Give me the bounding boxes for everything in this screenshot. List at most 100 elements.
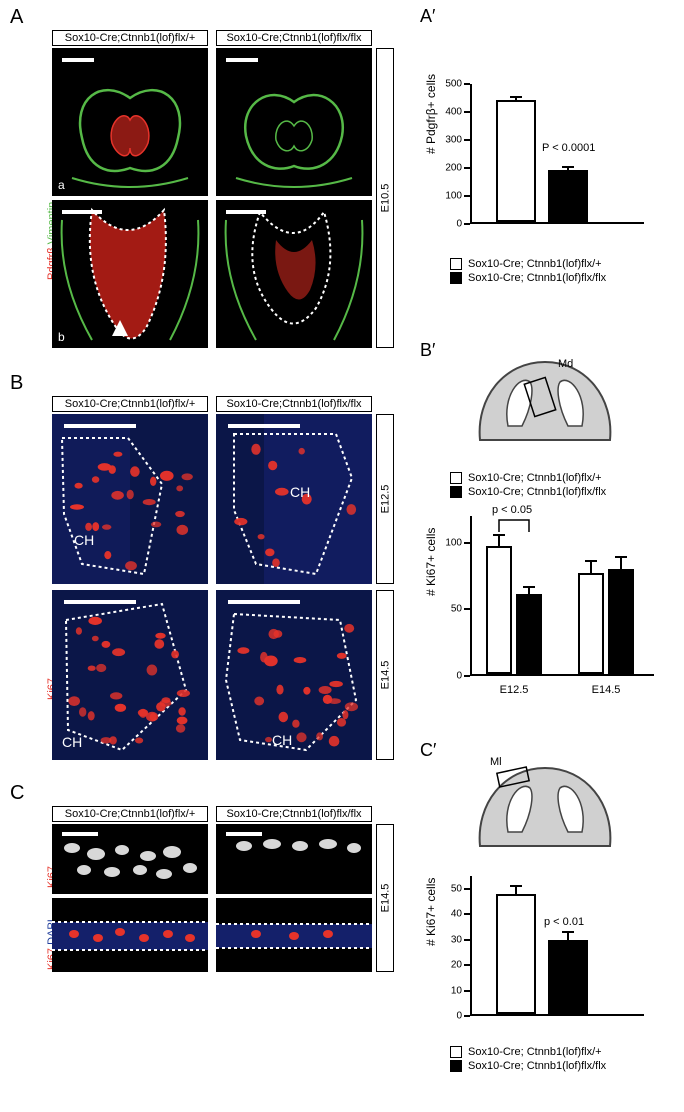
bar bbox=[496, 100, 536, 222]
tick bbox=[464, 111, 470, 113]
micro-B-br: CH bbox=[216, 590, 372, 760]
tick bbox=[464, 542, 470, 544]
header-A-right: Sox10-Cre;Ctnnb1(lof)flx/flx bbox=[216, 30, 372, 46]
micro-A-top-right bbox=[216, 48, 372, 196]
axis-x bbox=[470, 674, 654, 676]
legend-text: Sox10-Cre; Ctnnb1(lof)flx/+ bbox=[468, 258, 602, 270]
tick-label: 20 bbox=[430, 960, 462, 971]
swatch bbox=[450, 486, 462, 498]
label-B: B bbox=[10, 372, 23, 395]
label-Cprime: C′ bbox=[420, 740, 436, 761]
swatch bbox=[450, 472, 462, 484]
tick bbox=[464, 939, 470, 941]
legend-row: Sox10-Cre; Ctnnb1(lof)flx/flx bbox=[450, 272, 606, 284]
error-bar bbox=[620, 557, 622, 570]
axis-y bbox=[470, 84, 472, 224]
legend-text: Sox10-Cre; Ctnnb1(lof)flx/+ bbox=[468, 472, 602, 484]
tick bbox=[464, 608, 470, 610]
ch-label: CH bbox=[74, 532, 94, 548]
tick-label: 10 bbox=[430, 985, 462, 996]
error-bar bbox=[567, 932, 569, 942]
tick bbox=[464, 913, 470, 915]
tick bbox=[464, 223, 470, 225]
bar bbox=[516, 594, 542, 674]
legend-text: Sox10-Cre; Ctnnb1(lof)flx/+ bbox=[468, 1046, 602, 1058]
header-C-right: Sox10-Cre;Ctnnb1(lof)flx/flx bbox=[216, 806, 372, 822]
legend-Cprime: Sox10-Cre; Ctnnb1(lof)flx/+ Sox10-Cre; C… bbox=[450, 1046, 606, 1074]
axis-x bbox=[470, 222, 644, 224]
scalebar bbox=[226, 210, 266, 214]
bar bbox=[548, 940, 588, 1014]
swatch bbox=[450, 1060, 462, 1072]
header-A-left: Sox10-Cre;Ctnnb1(lof)flx/+ bbox=[52, 30, 208, 46]
axis-y bbox=[470, 876, 472, 1016]
stage-C: E14.5 bbox=[376, 824, 394, 972]
legend-text: Sox10-Cre; Ctnnb1(lof)flx/flx bbox=[468, 272, 606, 284]
header-B-left: Sox10-Cre;Ctnnb1(lof)flx/+ bbox=[52, 396, 208, 412]
tick bbox=[464, 964, 470, 966]
tick bbox=[464, 195, 470, 197]
scalebar bbox=[62, 58, 94, 62]
tick-label: 30 bbox=[430, 934, 462, 945]
tick bbox=[464, 139, 470, 141]
legend-row: Sox10-Cre; Ctnnb1(lof)flx/flx bbox=[450, 486, 606, 498]
tick bbox=[464, 1015, 470, 1017]
scalebar bbox=[62, 210, 102, 214]
tick-label: 0 bbox=[430, 219, 462, 230]
tick-label: 0 bbox=[430, 671, 462, 682]
tick-label: 300 bbox=[430, 135, 462, 146]
micro-C-tl bbox=[52, 824, 208, 894]
diagram-Cprime: Ml bbox=[470, 754, 620, 864]
bar bbox=[548, 170, 588, 222]
p-value: P < 0.0001 bbox=[542, 142, 595, 154]
tick-label: 0 bbox=[430, 1011, 462, 1022]
micro-A-bot-left: b bbox=[52, 200, 208, 348]
tick-label: 50 bbox=[430, 883, 462, 894]
micro-C-bl bbox=[52, 898, 208, 972]
x-category: E14.5 bbox=[592, 684, 621, 696]
chart-Bprime: # Ki67+ cells 050100E12.5E14.5p < 0.05 bbox=[430, 516, 660, 696]
tick-label: 400 bbox=[430, 107, 462, 118]
legend-text: Sox10-Cre; Ctnnb1(lof)flx/flx bbox=[468, 1060, 606, 1072]
scalebar bbox=[226, 832, 262, 836]
stage-A: E10.5 bbox=[376, 48, 394, 348]
axis-y bbox=[470, 516, 472, 676]
md-label: Md bbox=[558, 358, 573, 370]
stage-B-top: E12.5 bbox=[376, 414, 394, 584]
error-cap bbox=[510, 885, 522, 887]
bar bbox=[486, 546, 512, 674]
legend-row: Sox10-Cre; Ctnnb1(lof)flx/+ bbox=[450, 1046, 606, 1058]
swatch bbox=[450, 1046, 462, 1058]
bar bbox=[496, 894, 536, 1014]
scalebar bbox=[228, 424, 300, 428]
scalebar bbox=[64, 424, 136, 428]
tick-label: 50 bbox=[430, 604, 462, 615]
tick-label: 500 bbox=[430, 79, 462, 90]
tick bbox=[464, 888, 470, 890]
legend-Bprime: Sox10-Cre; Ctnnb1(lof)flx/+ Sox10-Cre; C… bbox=[450, 472, 606, 500]
error-cap bbox=[562, 931, 574, 933]
axis-x bbox=[470, 1014, 644, 1016]
scalebar bbox=[64, 600, 136, 604]
legend-Aprime: Sox10-Cre; Ctnnb1(lof)flx/+ Sox10-Cre; C… bbox=[450, 258, 606, 286]
label-Aprime: A′ bbox=[420, 6, 435, 27]
legend-text: Sox10-Cre; Ctnnb1(lof)flx/flx bbox=[468, 486, 606, 498]
legend-row: Sox10-Cre; Ctnnb1(lof)flx/flx bbox=[450, 1060, 606, 1072]
error-bar bbox=[590, 561, 592, 574]
header-C-left: Sox10-Cre;Ctnnb1(lof)flx/+ bbox=[52, 806, 208, 822]
legend-row: Sox10-Cre; Ctnnb1(lof)flx/+ bbox=[450, 258, 606, 270]
micro-B-tr: CH bbox=[216, 414, 372, 584]
chart-Cprime: # Ki67+ cells 01020304050p < 0.01 bbox=[430, 876, 650, 1036]
label-A: A bbox=[10, 6, 23, 29]
swatch bbox=[450, 258, 462, 270]
error-bar bbox=[498, 535, 500, 548]
x-category: E12.5 bbox=[500, 684, 529, 696]
tick-label: 40 bbox=[430, 909, 462, 920]
error-cap bbox=[585, 560, 597, 562]
error-cap bbox=[523, 586, 535, 588]
error-cap bbox=[562, 166, 574, 168]
micro-B-tl: CH bbox=[52, 414, 208, 584]
error-cap bbox=[510, 96, 522, 98]
chart-Aprime: # Pdgfrβ+ cells 0100200300400500P < 0.00… bbox=[430, 84, 650, 244]
tick bbox=[464, 83, 470, 85]
